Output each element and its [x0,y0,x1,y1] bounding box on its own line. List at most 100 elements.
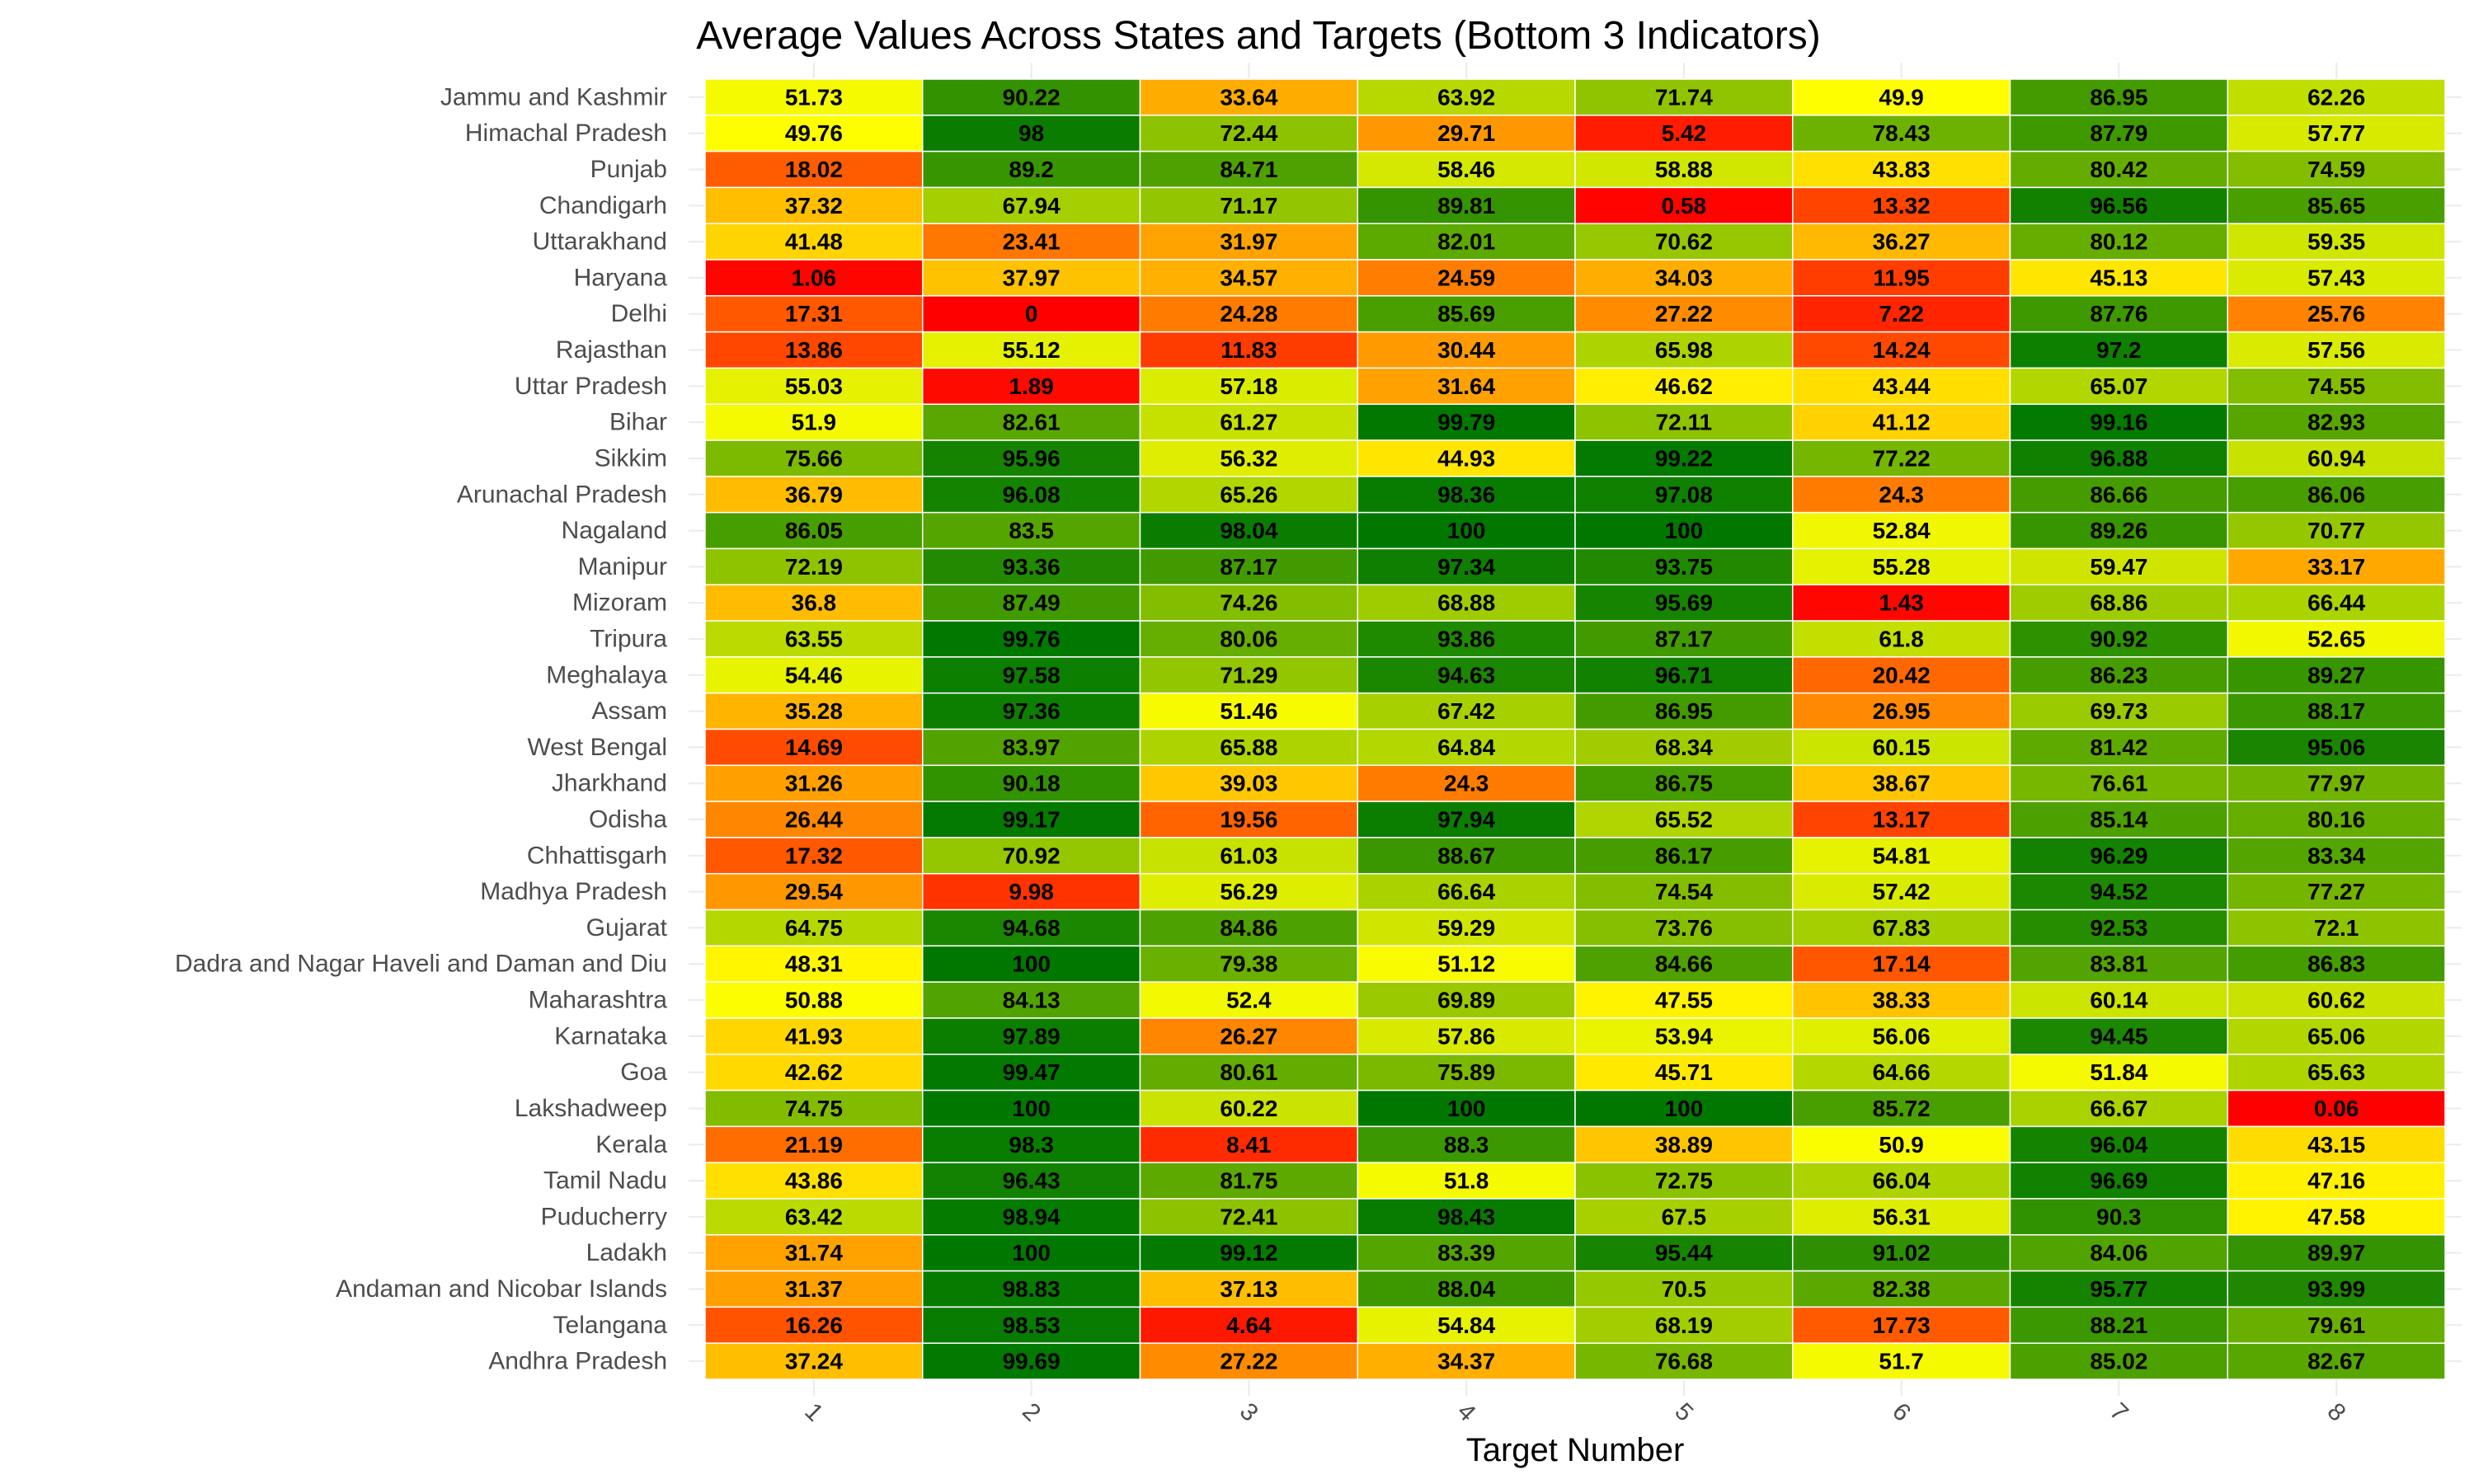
y-tick-label: Telangana [553,1312,668,1339]
cell-value-label: 43.86 [785,1168,843,1194]
heatmap-cell [2009,331,2228,369]
heatmap-cell [1792,331,2011,369]
heatmap-cell [1792,1162,2011,1200]
heatmap-cell [2009,1162,2228,1200]
heatmap-cell [1574,1125,1794,1163]
cell-value-label: 77.22 [1873,445,1931,471]
cell-value-label: 1.43 [1879,590,1924,616]
y-tick-label: Meghalaya [546,661,667,688]
cell-value-label: 47.58 [2307,1204,2365,1229]
cell-value-label: 82.61 [1003,410,1061,435]
cell-value-label: 31.74 [785,1240,843,1266]
heatmap-cell [1792,801,2011,838]
cell-value-label: 25.76 [2307,301,2365,326]
cell-value-label: 34.37 [1437,1349,1495,1374]
heatmap-cell [1792,439,2011,477]
cell-value-label: 26.27 [1220,1023,1277,1049]
cell-value-label: 93.99 [2307,1276,2365,1302]
heatmap-cell [2009,801,2228,838]
heatmap-cell [922,1089,1141,1128]
cell-value-label: 98.3 [1009,1132,1054,1158]
cell-value-label: 85.72 [1873,1096,1931,1121]
heatmap-cell [1139,692,1358,730]
heatmap-cell [2009,728,2228,767]
cell-value-label: 57.56 [2307,337,2365,363]
heatmap-cell [1357,367,1576,406]
heatmap-cell [704,1054,924,1092]
cell-value-label: 86.95 [2090,84,2147,110]
heatmap-cell [922,1125,1141,1163]
cell-value-label: 96.69 [2090,1168,2147,1194]
heatmap-cell [2227,692,2446,730]
heatmap-cell [1357,1234,1576,1272]
cell-value-label: 88.67 [1437,843,1495,868]
cell-value-label: 44.93 [1437,445,1495,471]
cell-value-label: 51.12 [1437,951,1495,977]
cell-value-label: 54.46 [785,662,843,688]
cell-value-label: 67.42 [1437,698,1495,724]
cell-value-label: 5.42 [1662,120,1707,146]
heatmap-cell [1139,78,1358,116]
cell-value-label: 84.06 [2090,1240,2147,1266]
heatmap-cell [1574,547,1794,586]
cell-value-label: 11.95 [1873,265,1930,290]
cell-value-label: 17.31 [785,301,843,326]
cell-value-label: 57.77 [2307,120,2365,146]
heatmap-cell [1357,656,1576,694]
heatmap-cell [2227,1162,2446,1200]
heatmap-cell [1574,476,1794,514]
cell-value-label: 93.36 [1003,554,1061,580]
cell-value-label: 82.01 [1437,229,1495,255]
cell-value-label: 87.79 [2090,120,2147,146]
cell-value-label: 64.66 [1873,1059,1931,1085]
heatmap-cell [1574,511,1794,550]
heatmap-cell [1139,511,1358,550]
heatmap-cell [922,367,1141,406]
cell-value-label: 84.66 [1655,951,1713,977]
heatmap-cell [1357,150,1576,189]
heatmap-cell [1574,295,1794,333]
heatmap-cell [704,331,924,369]
y-tick-label: Himachal Pradesh [465,120,667,147]
cell-value-label: 61.8 [1879,626,1924,651]
heatmap-cell [1357,1125,1576,1163]
cell-value-label: 84.71 [1220,157,1277,182]
cell-value-label: 79.38 [1220,951,1277,977]
heatmap-cell [1139,476,1358,514]
heatmap-cell [1574,1342,1794,1380]
cell-value-label: 51.8 [1444,1168,1489,1194]
heatmap-cell [922,801,1141,838]
cell-value-label: 63.92 [1437,84,1495,110]
heatmap-cell [1357,584,1576,622]
heatmap-cell [1792,1342,2011,1380]
cell-value-label: 96.04 [2090,1132,2147,1158]
y-tick-label: Madhya Pradesh [480,878,667,905]
cell-value-label: 31.64 [1437,373,1495,399]
y-tick-label: Goa [620,1059,667,1086]
heatmap-cell [1574,1198,1794,1236]
heatmap-cell [1574,872,1794,911]
cell-value-label: 52.65 [2307,626,2365,651]
cell-value-label: 70.77 [2307,518,2365,543]
cell-value-label: 17.73 [1873,1313,1931,1338]
cell-value-label: 85.14 [2090,807,2147,833]
cell-value-label: 95.44 [1655,1240,1713,1266]
heatmap-cell [1792,186,2011,224]
heatmap-cell [1139,403,1358,441]
y-tick-label: Andaman and Nicobar Islands [336,1275,667,1303]
heatmap-cell [1357,872,1576,911]
y-tick-label: Delhi [611,300,667,327]
y-tick-label: Jharkhand [552,770,667,797]
heatmap-cell [2227,1089,2446,1128]
cell-value-label: 59.35 [2307,229,2365,255]
heatmap-cell [2009,1017,2228,1055]
y-tick-label: Jammu and Kashmir [440,83,667,110]
heatmap-cell [1357,547,1576,586]
heatmap-cell [1139,1017,1358,1055]
cell-value-label: 98.53 [1003,1313,1061,1338]
cell-value-label: 97.36 [1003,698,1061,724]
cell-value-label: 33.64 [1220,84,1277,110]
cell-value-label: 66.67 [2090,1096,2147,1121]
cell-value-label: 70.62 [1655,229,1713,255]
heatmap-cell [1792,981,2011,1019]
